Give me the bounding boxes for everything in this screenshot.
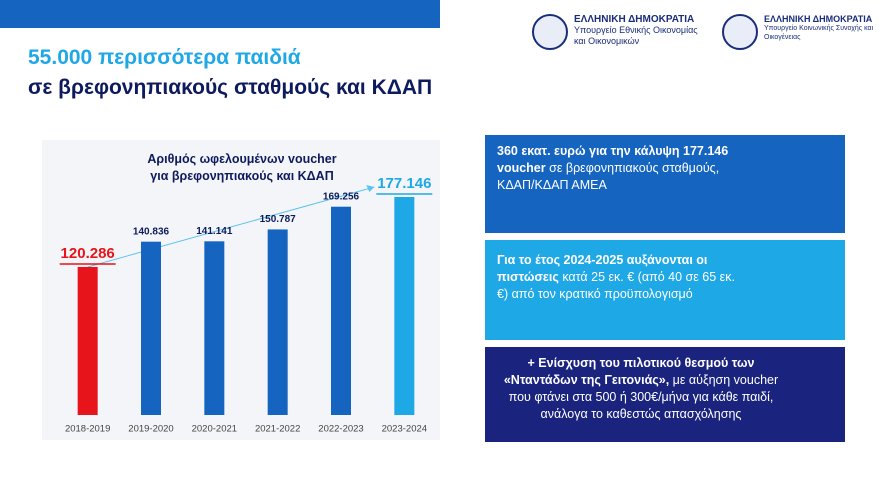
- panel-text: σε βρεφονηπιακούς σταθμούς, ΚΔΑΠ/ΚΔΑΠ ΑΜ…: [497, 161, 720, 192]
- chart-area: Αριθμός ωφελουμένων voucher για βρεφονηπι…: [42, 140, 440, 440]
- x-tick-label: 2021-2022: [255, 424, 300, 435]
- emblem: [722, 14, 758, 50]
- panel-bold: Για το έτος 2024-2025 αυξάνονται οι πιστ…: [497, 253, 708, 284]
- trend-arrow: [87, 186, 375, 268]
- bar: [77, 266, 98, 415]
- x-tick-label: 2018-2019: [65, 424, 110, 435]
- title: 55.000 περισσότερα παιδιά: [28, 46, 301, 69]
- panel-text: με αύξηση voucher που φτάνει στα 500 ή 3…: [508, 373, 779, 421]
- bar: [331, 206, 351, 415]
- x-tick-label: 2023-2024: [382, 424, 427, 435]
- value-label: 140.836: [133, 226, 170, 237]
- panel-bold: + Ενίσχυση του πιλοτικού θεσμού των «Ντα…: [503, 356, 755, 387]
- logo: ΕΛΛΗΝΙΚΗ ΔΗΜΟΚΡΑΤΙΑ Υπουργείο Εθνικής Οι…: [532, 14, 704, 50]
- logo-title: ΕΛΛΗΝΙΚΗ ΔΗΜΟΚΡΑΤΙΑ: [764, 14, 873, 24]
- logo-subtitle: Υπουργείο Κοινωνικής Συνοχής και Οικογέν…: [764, 25, 874, 41]
- x-tick-label: 2020-2021: [192, 424, 237, 435]
- top-bar: [0, 0, 440, 28]
- info-panel: 360 εκατ. ευρώ για την κάλυψη 177.146 vo…: [485, 135, 845, 233]
- panel-bold: 360 εκατ. ευρώ για την κάλυψη 177.146 vo…: [497, 144, 729, 175]
- bar: [394, 197, 415, 415]
- bar: [141, 241, 161, 415]
- value-label: 150.787: [260, 214, 297, 225]
- value-label: 169.256: [323, 191, 360, 202]
- arrow-head: [366, 185, 375, 192]
- logo: ΕΛΛΗΝΙΚΗ ΔΗΜΟΚΡΑΤΙΑ Υπουργείο Κοινωνικής…: [722, 14, 874, 50]
- info-panel: Για το έτος 2024-2025 αυξάνονται οι πιστ…: [485, 240, 845, 340]
- x-tick-label: 2019-2020: [128, 424, 173, 435]
- bar: [267, 229, 288, 415]
- emblem: [532, 14, 568, 50]
- value-label: 177.146: [377, 175, 431, 192]
- subtitle: σε βρεφονηπιακούς σταθμούς και ΚΔΑΠ: [28, 76, 433, 99]
- value-label: 141.141: [196, 226, 233, 237]
- value-label: 120.286: [61, 245, 115, 262]
- chart-title: Αριθμός ωφελουμένων voucher για βρεφονηπι…: [147, 152, 336, 183]
- logo-title: ΕΛΛΗΝΙΚΗ ΔΗΜΟΚΡΑΤΙΑ: [574, 14, 695, 25]
- chart: Αριθμός ωφελουμένων voucher για βρεφονηπι…: [59, 152, 433, 435]
- logo-subtitle: Υπουργείο Εθνικής Οικονομίας και Οικονομ…: [574, 25, 698, 46]
- bar: [204, 241, 225, 415]
- info-panel: + Ενίσχυση του πιλοτικού θεσμού των «Ντα…: [485, 347, 845, 442]
- panel-text: κατά 25 εκ. € (από 40 σε 65 εκ. €) από τ…: [497, 270, 735, 301]
- x-tick-label: 2022-2023: [318, 424, 363, 435]
